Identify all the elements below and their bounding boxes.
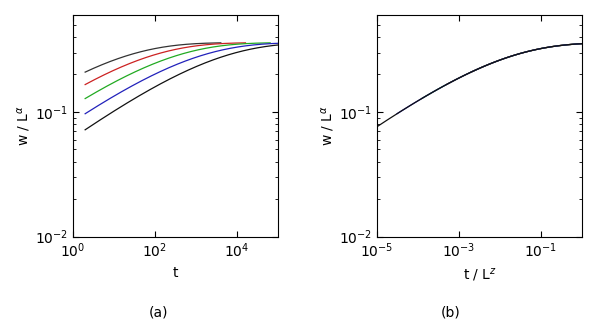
Y-axis label: w / L$^{\alpha}$: w / L$^{\alpha}$ — [15, 105, 32, 146]
Y-axis label: w / L$^{\alpha}$: w / L$^{\alpha}$ — [319, 105, 336, 146]
X-axis label: t: t — [173, 266, 178, 280]
Text: (b): (b) — [441, 306, 461, 320]
Text: (a): (a) — [149, 306, 168, 320]
X-axis label: t / L$^{z}$: t / L$^{z}$ — [463, 266, 497, 283]
